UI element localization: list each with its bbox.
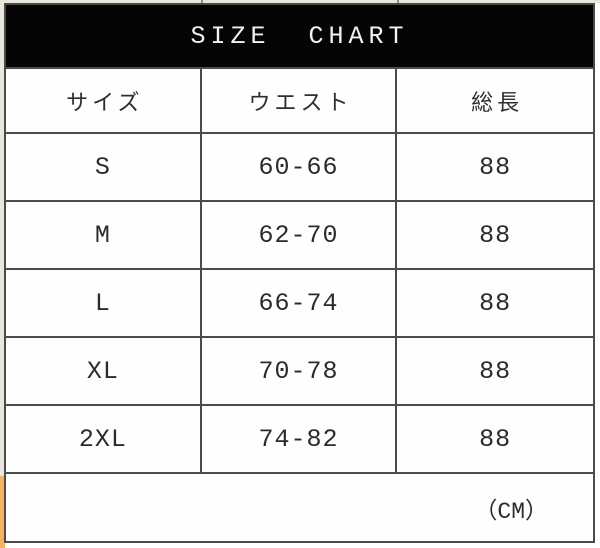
size-cell: XL (6, 338, 202, 404)
size-value: 2XL (78, 424, 127, 454)
page-margin-top (0, 0, 600, 3)
waist-value: 74-82 (258, 424, 339, 454)
waist-cell: 70-78 (202, 338, 398, 404)
table-row: S 60-66 88 (6, 134, 593, 202)
size-value: L (94, 288, 111, 318)
waist-value: 70-78 (258, 356, 339, 386)
size-value: M (94, 220, 111, 250)
waist-cell: 74-82 (202, 406, 398, 472)
column-header-length-label: 総長 (471, 89, 524, 115)
length-value: 88 (479, 152, 512, 182)
length-cell: 88 (397, 134, 593, 200)
length-value: 88 (479, 424, 512, 454)
waist-cell: 60-66 (202, 134, 398, 200)
waist-cell: 62-70 (202, 202, 398, 268)
waist-cell: 66-74 (202, 270, 398, 336)
length-cell: 88 (397, 338, 593, 404)
size-chart-table: SIZE CHART サイズ ウエスト 総長 S 60-66 88 (4, 3, 595, 543)
page-margin-left (0, 0, 4, 548)
table-header-row: サイズ ウエスト 総長 (6, 69, 593, 134)
column-header-waist-label: ウエスト (248, 89, 353, 115)
length-value: 88 (479, 288, 512, 318)
grid-line-stub (397, 0, 399, 3)
column-header-size: サイズ (6, 69, 202, 132)
table-title: SIZE CHART (190, 21, 409, 51)
size-value: S (94, 152, 111, 182)
table-row: 2XL 74-82 88 (6, 406, 593, 474)
orange-accent-strip (0, 476, 5, 548)
table-row: XL 70-78 88 (6, 338, 593, 406)
unit-label: （CM） (474, 498, 548, 525)
table-footer-row: （CM） (6, 474, 593, 541)
column-header-waist: ウエスト (202, 69, 398, 132)
size-cell: 2XL (6, 406, 202, 472)
length-value: 88 (479, 356, 512, 386)
length-value: 88 (479, 220, 512, 250)
length-cell: 88 (397, 202, 593, 268)
column-header-size-label: サイズ (66, 89, 144, 115)
waist-value: 66-74 (258, 288, 339, 318)
table-title-bar: SIZE CHART (6, 5, 593, 69)
table-row: L 66-74 88 (6, 270, 593, 338)
size-cell: S (6, 134, 202, 200)
column-header-length: 総長 (397, 69, 593, 132)
waist-value: 62-70 (258, 220, 339, 250)
waist-value: 60-66 (258, 152, 339, 182)
table-row: M 62-70 88 (6, 202, 593, 270)
size-cell: L (6, 270, 202, 336)
length-cell: 88 (397, 270, 593, 336)
size-value: XL (86, 356, 119, 386)
size-cell: M (6, 202, 202, 268)
grid-line-stub (201, 0, 203, 3)
length-cell: 88 (397, 406, 593, 472)
